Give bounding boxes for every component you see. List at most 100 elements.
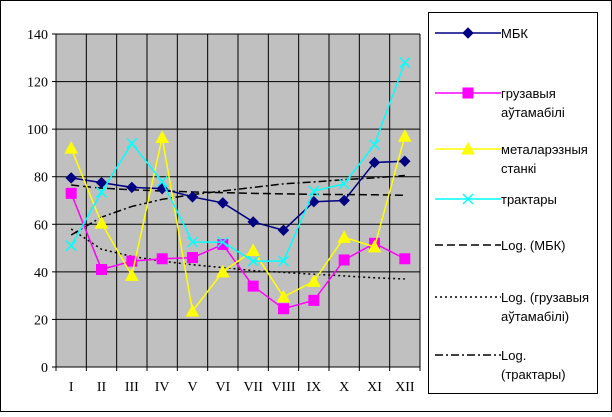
legend-swatch <box>435 27 501 39</box>
y-tick-label: 20 <box>34 313 48 328</box>
chart-legend: МБК грузавыя аўтамабілі металарэзныя станкі т… <box>428 12 598 394</box>
data-point-diamond <box>247 216 259 228</box>
y-tick-label: 0 <box>41 361 48 376</box>
legend-swatch <box>435 141 501 155</box>
data-point-square <box>247 280 259 292</box>
data-point-diamond <box>277 224 290 236</box>
x-tick-label: XI <box>367 380 382 395</box>
x-marker-stroke <box>95 186 108 198</box>
data-point-x <box>247 255 259 267</box>
trendline-2 <box>70 228 405 280</box>
legend-swatch <box>435 193 501 205</box>
x-tick-label: VIII <box>271 380 295 395</box>
data-point-square <box>156 253 168 265</box>
data-point-diamond <box>338 194 350 207</box>
data-point-triangle <box>64 141 79 154</box>
x-tick-label: VII <box>243 380 263 395</box>
x-marker-stroke <box>338 178 350 190</box>
data-point-x <box>65 240 77 252</box>
data-point-triangle <box>94 216 109 229</box>
x-tick-label: IX <box>306 380 321 395</box>
data-point-square <box>187 252 198 264</box>
data-point-diamond <box>462 27 474 39</box>
legend-swatch <box>435 296 501 298</box>
x-marker-stroke <box>308 185 320 197</box>
legend-label: Log. (грузавыя аўтамабілі) <box>501 290 590 324</box>
data-point-x <box>95 186 108 198</box>
data-point-triangle <box>337 230 352 243</box>
data-point-x <box>277 255 290 267</box>
data-point-x <box>368 139 381 151</box>
x-tick-label: XII <box>395 380 415 395</box>
legend-label: металарэзныя станкі <box>501 142 588 176</box>
data-point-x <box>126 137 138 149</box>
legend-swatch <box>435 244 501 246</box>
legend-label: Log. (трактары) <box>501 348 566 382</box>
x-tick-label: VI <box>215 380 230 395</box>
data-point-diamond <box>126 181 138 194</box>
x-marker-stroke <box>277 255 290 267</box>
data-point-square <box>399 253 411 265</box>
data-point-triangle <box>306 274 321 287</box>
data-point-x <box>156 175 168 188</box>
y-tick-label: 100 <box>27 123 48 138</box>
data-point-square <box>65 187 77 199</box>
data-point-diamond <box>217 197 229 209</box>
legend-label: трактары <box>501 192 557 207</box>
x-marker-stroke <box>462 193 474 205</box>
data-point-square <box>308 294 320 306</box>
y-tick-label: 140 <box>27 28 48 43</box>
x-marker-stroke <box>368 139 381 151</box>
data-point-triangle <box>397 129 412 142</box>
y-tick-label: 120 <box>27 76 48 91</box>
x-tick-label: III <box>125 380 139 395</box>
data-point-diamond <box>399 155 411 167</box>
series-line-1 <box>71 160 405 232</box>
data-point-diamond <box>186 191 199 203</box>
series-line-3 <box>70 136 406 313</box>
x-marker-stroke <box>156 175 168 188</box>
legend-label: МБК <box>501 26 528 41</box>
x-marker-stroke <box>247 255 259 267</box>
data-point-triangle <box>276 289 291 303</box>
data-point-diamond <box>65 172 77 184</box>
data-point-diamond <box>95 176 108 189</box>
data-point-triangle <box>124 268 139 281</box>
data-point-square <box>126 255 138 267</box>
x-tick-label: II <box>97 380 107 395</box>
x-marker-stroke <box>186 236 199 248</box>
data-point-diamond <box>368 156 381 169</box>
data-point-x <box>338 178 350 190</box>
data-point-x <box>399 57 411 69</box>
x-tick-label: IV <box>155 380 170 395</box>
data-point-square <box>462 87 474 99</box>
y-tick-label: 60 <box>34 218 48 233</box>
data-point-triangle <box>185 304 200 317</box>
x-marker-stroke <box>65 240 77 252</box>
x-marker-stroke <box>217 236 229 248</box>
y-tick-label: 40 <box>34 266 48 281</box>
data-point-x <box>217 236 229 248</box>
data-point-x <box>186 236 199 248</box>
data-point-triangle <box>461 141 475 155</box>
data-point-square <box>338 254 350 266</box>
data-point-x <box>308 185 320 197</box>
legend-swatch <box>435 87 501 99</box>
x-marker-stroke <box>126 137 138 149</box>
legend-label: грузавыя аўтамабілі <box>501 86 565 120</box>
y-tick-label: 80 <box>34 171 48 186</box>
x-tick-label: V <box>187 380 197 395</box>
legend-label: Log. (МБК) <box>501 238 566 253</box>
data-point-triangle <box>367 239 382 253</box>
data-point-triangle <box>155 130 170 143</box>
data-point-triangle <box>215 264 230 278</box>
legend-swatch <box>435 354 501 356</box>
x-marker-stroke <box>399 57 411 69</box>
data-point-triangle <box>246 243 261 256</box>
data-point-square <box>96 263 107 275</box>
x-tick-label: X <box>339 380 349 395</box>
data-point-square <box>278 303 289 315</box>
data-point-x <box>462 193 474 205</box>
x-tick-label: I <box>69 380 74 395</box>
